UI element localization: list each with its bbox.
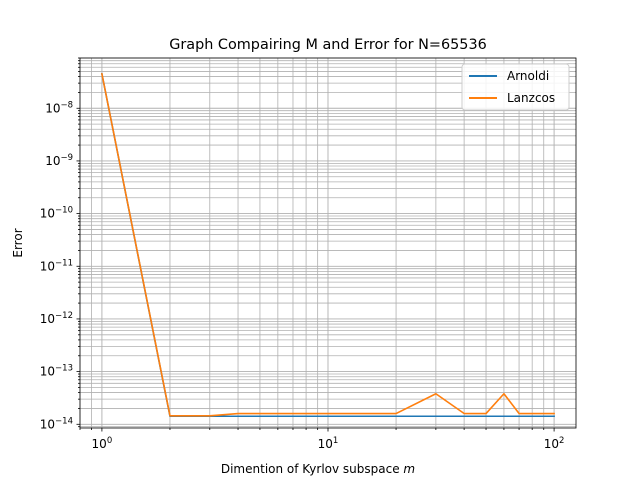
y-tick-label-base: 10 (45, 101, 60, 115)
x-tick-label-base: 10 (318, 437, 333, 451)
y-tick-label-base: 10 (40, 365, 55, 379)
x-tick-label-exponent: 0 (107, 436, 112, 446)
y-tick-label-exponent: −14 (55, 416, 73, 426)
y-tick-label-exponent: −8 (60, 100, 73, 110)
legend: Arnoldi Lanzcos (461, 63, 570, 111)
x-axis-label: Dimention of Kyrlov subspace (221, 462, 400, 476)
y-axis-title: Error (11, 228, 25, 257)
chart-title: Graph Compairing M and Error for N=65536 (169, 37, 487, 53)
axis-ticks: 100 101 10210−1410−1310−1210−1110−1010−910… (40, 57, 565, 451)
y-tick-label-base: 10 (45, 154, 60, 168)
x-tick-label: 101 (318, 436, 339, 451)
y-tick-label-exponent: −9 (60, 153, 73, 163)
y-tick-label: 10−8 (45, 100, 73, 115)
y-tick-label-exponent: −12 (55, 311, 73, 321)
legend-label-arnoldi: Arnoldi (507, 69, 549, 83)
x-tick-label-base: 10 (544, 437, 559, 451)
y-tick-label-exponent: −13 (55, 364, 73, 374)
series-line-lanzcos (100, 72, 555, 417)
x-tick-label-exponent: 2 (559, 436, 564, 446)
x-tick-label-base: 10 (92, 437, 107, 451)
x-axis-title: Dimention of Kyrlov subspace m (221, 462, 415, 476)
legend-label-lanzcos: Lanzcos (507, 91, 555, 105)
y-tick-label-exponent: −10 (55, 206, 73, 216)
y-tick-label-exponent: −11 (55, 258, 73, 268)
y-tick-label: 10−10 (40, 206, 73, 221)
grid (79, 57, 576, 428)
y-tick-label: 10−13 (40, 364, 73, 379)
y-tick-label-base: 10 (40, 259, 55, 273)
x-axis-variable: m (403, 462, 415, 476)
plot-lines (100, 72, 555, 418)
x-tick-label: 100 (92, 436, 113, 451)
y-tick-label: 10−14 (40, 416, 73, 431)
x-tick-label-exponent: 1 (333, 436, 338, 446)
y-tick-label: 10−11 (40, 258, 73, 273)
y-tick-label: 10−12 (40, 311, 73, 326)
y-tick-label-base: 10 (40, 207, 55, 221)
series-line-arnoldi (100, 72, 555, 418)
y-tick-label: 10−9 (45, 153, 73, 168)
y-tick-label-base: 10 (40, 312, 55, 326)
y-tick-label-base: 10 (40, 417, 55, 431)
x-tick-label: 102 (544, 436, 565, 451)
